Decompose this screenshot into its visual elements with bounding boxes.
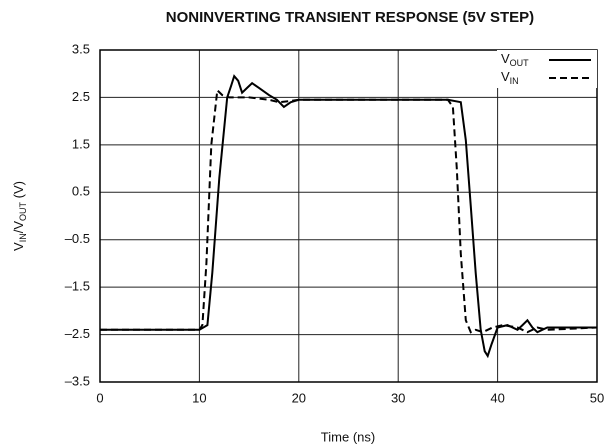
y-tick-label: –1.5 — [65, 279, 90, 294]
legend-sub: IN — [510, 76, 519, 86]
legend-label: VIN — [501, 69, 519, 86]
y-tick-label: 0.5 — [72, 184, 90, 199]
x-axis-label: Time (ns) — [321, 429, 375, 444]
x-tick-label: 10 — [192, 390, 206, 405]
x-tick-label: 20 — [292, 390, 306, 405]
y-axis-label: VIN/VOUT (V) — [11, 181, 28, 251]
y-tick-label: –2.5 — [65, 326, 90, 341]
y-tick-label: –3.5 — [65, 373, 90, 388]
y-tick-label: 2.5 — [72, 89, 90, 104]
legend-label: VOUT — [501, 51, 529, 68]
x-tick-label: 40 — [490, 390, 504, 405]
legend-sub: OUT — [510, 58, 530, 68]
x-tick-label: 0 — [96, 390, 103, 405]
legend-text: V — [501, 51, 510, 66]
y-tick-label: –0.5 — [65, 231, 90, 246]
x-tick-label: 50 — [590, 390, 604, 405]
plot-frame — [99, 49, 598, 383]
chart-title: NONINVERTING TRANSIENT RESPONSE (5V STEP… — [166, 9, 534, 26]
legend-box — [497, 50, 597, 88]
series-line — [100, 88, 598, 334]
legend-text: V — [501, 69, 510, 84]
x-tick-label: 30 — [391, 390, 405, 405]
series-line — [100, 74, 597, 359]
y-tick-label: 1.5 — [72, 136, 90, 151]
y-tick-label: 3.5 — [72, 41, 90, 56]
